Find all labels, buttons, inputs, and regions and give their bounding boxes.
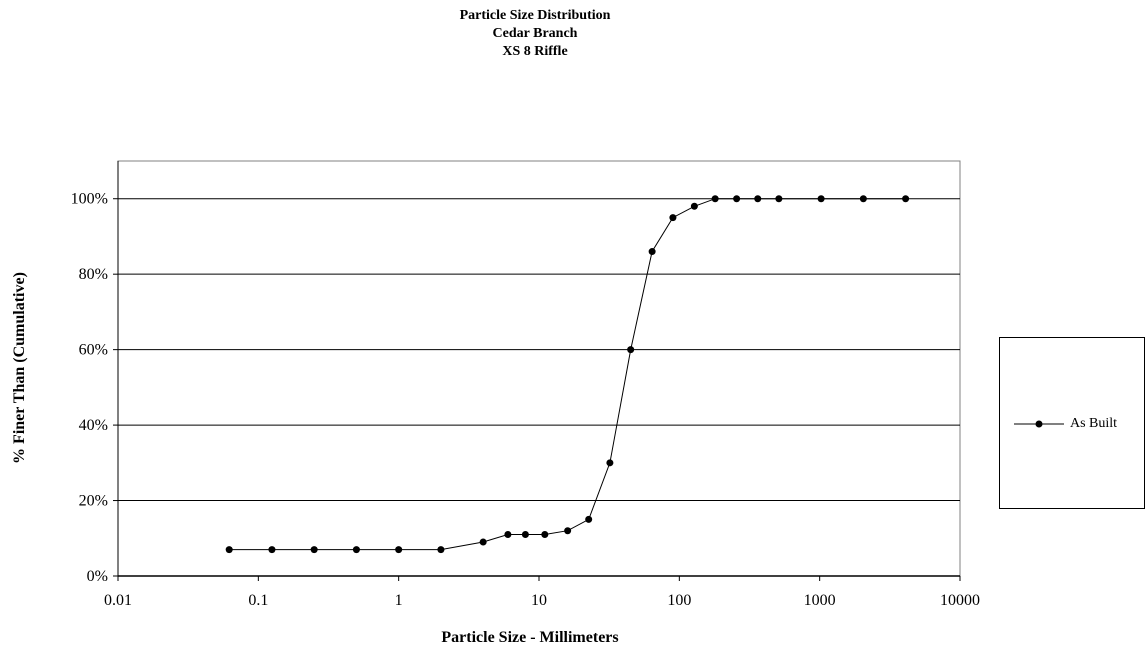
data-point <box>225 546 233 554</box>
data-point <box>479 538 487 546</box>
data-point <box>627 346 635 354</box>
y-tick-label: 80% <box>79 266 108 283</box>
data-point <box>352 546 360 554</box>
y-tick-label: 100% <box>71 191 108 208</box>
y-tick-label: 20% <box>79 493 108 510</box>
x-tick-label: 10 <box>531 592 547 609</box>
data-point <box>775 195 783 203</box>
x-tick-label: 1000 <box>804 592 836 609</box>
data-point <box>606 459 614 467</box>
data-point <box>711 195 719 203</box>
data-point <box>395 546 403 554</box>
legend: As Built <box>999 337 1145 509</box>
legend-line-marker-icon <box>1014 420 1064 428</box>
x-tick-label: 0.1 <box>248 592 268 609</box>
x-tick-label: 10000 <box>940 592 980 609</box>
y-axis-title: % Finer Than (Cumulative) <box>11 272 28 464</box>
data-point <box>268 546 276 554</box>
data-point <box>859 195 867 203</box>
tick-labels: 0% 20% 40% 60% 80% 100% 0.01 0.1 1 10 100 1000 10000 <box>71 191 980 609</box>
data-point <box>504 531 512 538</box>
data-point <box>585 515 593 523</box>
chart-title-line-3: XS 8 Riffle <box>502 44 568 59</box>
y-tick-label: 0% <box>87 568 108 585</box>
legend-item-as-built: As Built <box>1014 416 1117 432</box>
data-point <box>733 195 741 203</box>
series-line <box>229 198 906 551</box>
series-as-built <box>225 195 910 554</box>
data-point <box>521 531 529 538</box>
x-tick-label: 1 <box>395 592 403 609</box>
data-point <box>648 248 656 256</box>
x-tick-label: 0.01 <box>104 592 132 609</box>
gridlines <box>118 198 960 502</box>
data-point <box>690 202 698 210</box>
y-tick-label: 60% <box>79 342 108 359</box>
legend-label: As Built <box>1070 416 1118 431</box>
chart-title-line-2: Cedar Branch <box>492 26 578 41</box>
chart-title-line-1: Particle Size Distribution <box>459 8 611 23</box>
plot-area-frame <box>117 160 961 577</box>
data-point <box>754 195 762 203</box>
y-tick-label: 40% <box>79 417 108 434</box>
data-point <box>437 546 445 554</box>
data-point <box>564 527 572 535</box>
data-point <box>310 546 318 554</box>
x-tick-label: 100 <box>667 592 691 609</box>
data-point <box>669 214 677 222</box>
axes <box>113 161 961 581</box>
data-point <box>817 195 825 203</box>
data-point <box>541 531 549 538</box>
x-axis-title: Particle Size - Millimeters <box>441 629 618 646</box>
data-point <box>902 195 910 203</box>
